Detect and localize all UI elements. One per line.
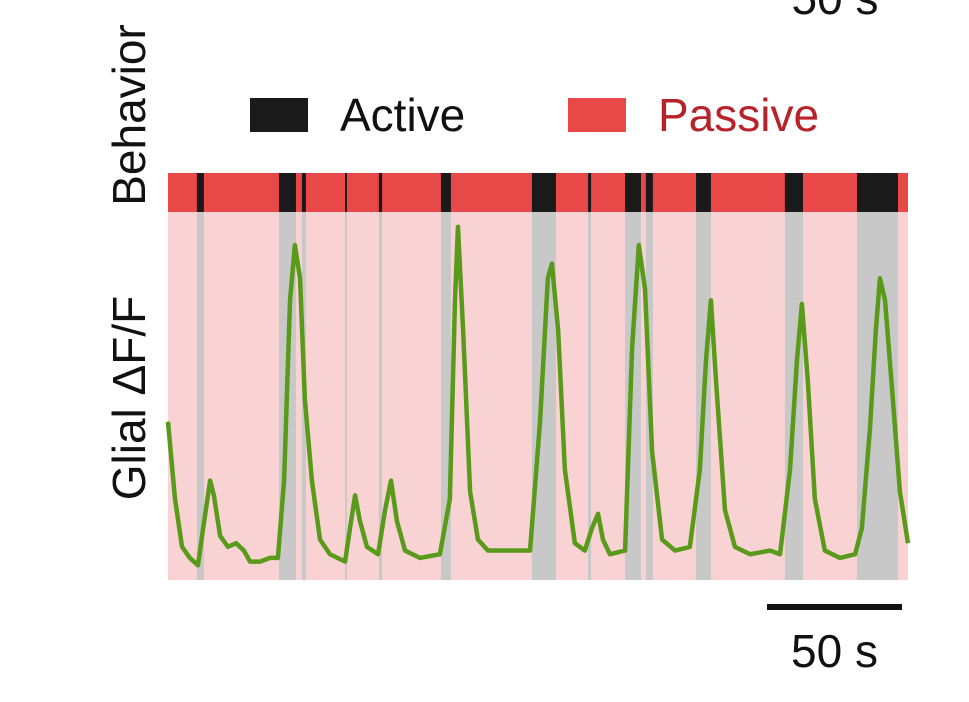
active-bar [784,173,803,212]
active-bar [378,173,383,212]
active-bar [440,173,451,212]
y-label: Behavior [103,24,155,206]
legend-swatch [568,98,626,132]
scale-bar-label: 50 s [791,625,878,677]
legend-label: Passive [658,89,819,141]
active-bar [301,173,306,212]
active-shade [378,212,383,580]
active-bar [345,173,347,212]
trace [165,224,911,568]
top-label: 50 s [792,0,879,24]
legend-label: Active [340,89,465,141]
active-shade [440,212,451,580]
active-shade [196,212,204,580]
y-label: Glial ΔF/F [103,296,155,501]
active-bar [196,173,204,212]
active-bar [278,173,296,212]
active-shade [588,212,592,580]
active-bar [588,173,592,212]
active-bar [856,173,899,212]
active-bar [625,173,641,212]
active-bar [645,173,653,212]
active-bar [531,173,556,212]
active-shade [345,212,347,580]
legend-swatch [250,98,308,132]
active-bar [696,173,711,212]
